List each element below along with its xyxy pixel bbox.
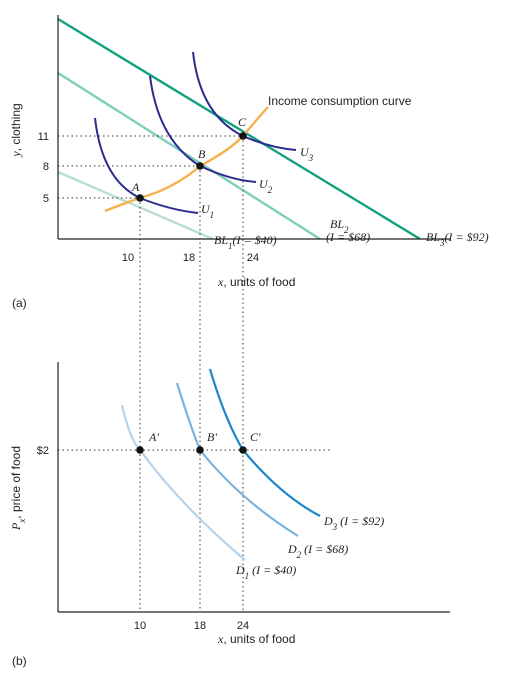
indifference-curve-u1 <box>94 117 199 214</box>
point-c-label: C <box>238 115 247 129</box>
bl1-label: BL1(I = $40) <box>214 233 277 251</box>
panel-a: 11 8 5 10 18 24 x, units of food y, clot… <box>9 15 489 310</box>
demand-curve-d1 <box>120 404 246 561</box>
y-tick-8: 8 <box>43 161 49 173</box>
price-tick: $2 <box>37 445 49 457</box>
panel-b-label: (b) <box>12 654 27 668</box>
bl3-label: BL3(I = $92) <box>426 230 489 248</box>
panel-a-label: (a) <box>12 296 27 310</box>
y-axis-label-b: Px, price of food <box>9 446 27 531</box>
d2-label: D2 (I = $68) <box>287 542 348 560</box>
point-b-prime <box>196 446 204 454</box>
point-b-prime-label: B' <box>207 430 217 444</box>
x-tick-24-b: 24 <box>237 620 249 632</box>
indifference-curve-u2 <box>149 75 257 183</box>
budget-line-bl1 <box>57 170 214 241</box>
budget-line-bl3 <box>57 17 421 241</box>
vertical-guides <box>139 136 244 612</box>
d3-label: D3 (I = $92) <box>323 514 384 532</box>
icc-label: Income consumption curve <box>268 94 412 108</box>
point-a-prime <box>136 446 144 454</box>
y-tick-11: 11 <box>38 131 49 143</box>
point-c-prime <box>239 446 247 454</box>
indifference-curve-u3 <box>192 51 297 151</box>
x-tick-10-b: 10 <box>134 620 146 632</box>
demand-curve-d3 <box>208 368 321 517</box>
x-tick-18: 18 <box>183 252 195 264</box>
point-b-label: B <box>198 147 206 161</box>
u1-label: U1 <box>201 202 214 220</box>
x-tick-24: 24 <box>247 252 259 264</box>
panel-b: $2 10 18 24 x, units of food Px, price o… <box>9 362 450 668</box>
point-a-label: A <box>131 180 140 194</box>
x-axis-label-a: x, units of food <box>217 275 295 289</box>
y-tick-5: 5 <box>43 193 49 205</box>
u3-label: U3 <box>300 145 314 163</box>
x-tick-18-b: 18 <box>194 620 206 632</box>
point-c-prime-label: C' <box>250 430 261 444</box>
x-axis-label-b: x, units of food <box>217 632 295 646</box>
y-axis-label-a: y, clothing <box>9 103 23 157</box>
d1-label: D1 (I = $40) <box>235 563 296 581</box>
point-a-prime-label: A' <box>148 430 159 444</box>
demand-curve-d2 <box>175 382 299 537</box>
guides-a <box>58 135 243 199</box>
bl2-income: (I = $68) <box>326 230 370 244</box>
u2-label: U2 <box>259 177 273 195</box>
budget-line-bl2 <box>57 71 321 241</box>
x-tick-10: 10 <box>122 252 134 264</box>
